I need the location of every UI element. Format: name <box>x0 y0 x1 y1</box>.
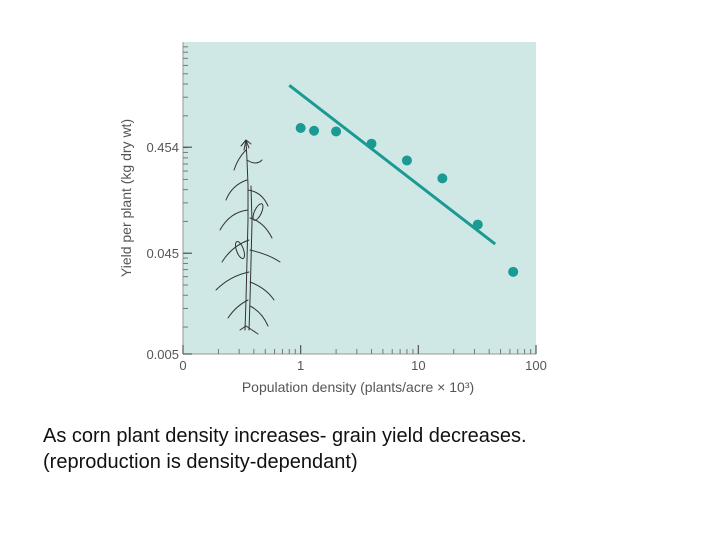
x-axis-title: Population density (plants/acre × 10³) <box>242 379 474 395</box>
x-tick-label: 1 <box>297 358 304 373</box>
data-point <box>366 138 377 149</box>
data-point <box>508 266 519 277</box>
data-point <box>437 173 448 184</box>
caption-line-1: As corn plant density increases- grain y… <box>43 425 527 447</box>
data-point <box>295 123 306 134</box>
data-point <box>309 125 320 136</box>
x-tick-labels: 0 1 10 100 <box>179 358 546 373</box>
data-points <box>295 123 519 277</box>
data-point <box>472 219 483 230</box>
major-ticks <box>182 146 537 355</box>
y-axis-title: Yield per plant (kg dry wt) <box>118 119 134 277</box>
x-tick-label: 100 <box>525 358 547 373</box>
plot-area <box>183 42 536 354</box>
minor-ticks <box>183 46 532 354</box>
data-point <box>331 126 342 137</box>
data-point <box>401 155 412 166</box>
caption: As corn plant density increases- grain y… <box>43 423 703 475</box>
caption-line-2: (reproduction is density-dependant) <box>43 451 358 473</box>
x-tick-label: 10 <box>411 358 425 373</box>
y-tick-label: 0.005 <box>146 347 179 362</box>
y-tick-label: 0.045 <box>146 246 179 261</box>
x-tick-label: 0 <box>179 358 186 373</box>
y-tick-labels: 0.005 0.045 0.454 <box>146 140 179 362</box>
y-tick-label: 0.454 <box>146 140 179 155</box>
corn-plant-illustration <box>215 139 281 335</box>
chart: 0 1 10 100 0.005 0.045 0.454 Population densi… <box>118 42 547 395</box>
trend-line <box>288 84 497 246</box>
